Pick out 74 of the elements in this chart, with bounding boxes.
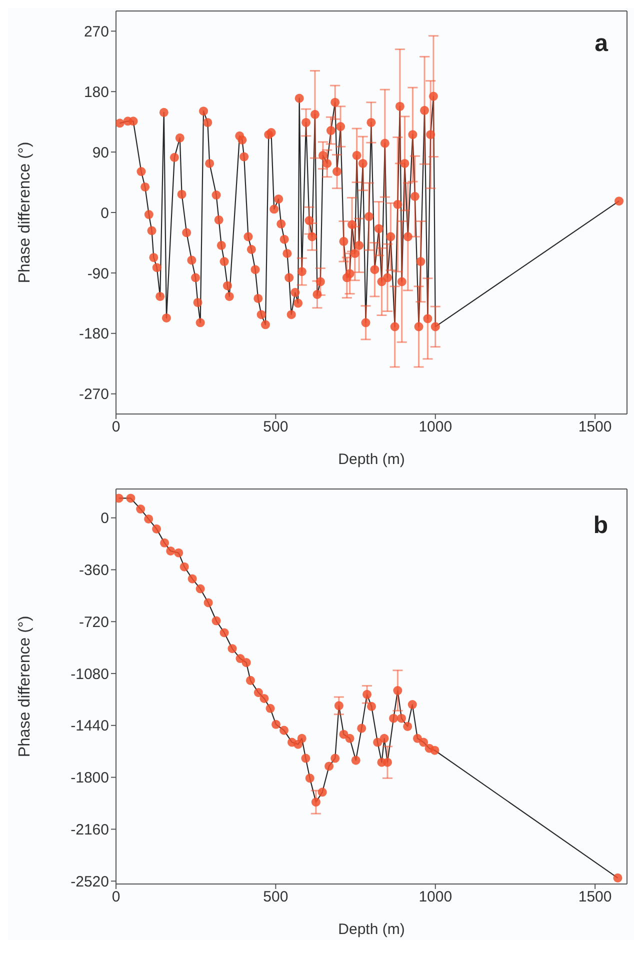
y-tick-label: 90 bbox=[92, 144, 109, 162]
point bbox=[126, 494, 136, 503]
y-tick-label: -1080 bbox=[70, 666, 109, 683]
point bbox=[305, 774, 314, 783]
point bbox=[393, 686, 402, 696]
x-tick-label: 0 bbox=[112, 888, 120, 906]
point bbox=[366, 702, 376, 711]
x-tick-label: 1500 bbox=[578, 418, 612, 436]
point bbox=[228, 644, 237, 654]
point bbox=[254, 688, 263, 698]
point bbox=[419, 738, 428, 747]
point bbox=[430, 746, 440, 755]
x-tick-label: 1500 bbox=[578, 888, 612, 906]
point bbox=[403, 722, 412, 731]
y-tick-label: 270 bbox=[84, 23, 109, 40]
point bbox=[212, 616, 221, 626]
point bbox=[242, 658, 251, 668]
point bbox=[271, 720, 281, 729]
point bbox=[220, 628, 229, 638]
x-tick-label: 0 bbox=[112, 418, 120, 436]
y-tick-label: -270 bbox=[78, 386, 109, 404]
y-tick-label: -180 bbox=[78, 326, 109, 343]
point bbox=[311, 798, 320, 807]
point bbox=[136, 504, 146, 514]
point bbox=[204, 598, 213, 608]
point bbox=[324, 762, 334, 771]
point bbox=[301, 754, 310, 763]
point bbox=[351, 756, 360, 765]
annotation: b bbox=[593, 512, 608, 540]
y-tick-label: 0 bbox=[100, 204, 109, 222]
point bbox=[260, 694, 269, 703]
annotation: a bbox=[594, 30, 608, 58]
point bbox=[160, 538, 170, 548]
point bbox=[345, 734, 354, 743]
x-tick-label: 1000 bbox=[418, 888, 452, 906]
point bbox=[152, 524, 162, 534]
x-axis-title: Depth (m) bbox=[338, 921, 405, 938]
point bbox=[357, 724, 366, 733]
point bbox=[389, 714, 398, 723]
point bbox=[196, 584, 205, 594]
point bbox=[318, 788, 327, 797]
point bbox=[180, 562, 189, 572]
point bbox=[279, 726, 289, 735]
y-tick-label: -2160 bbox=[70, 822, 109, 839]
point bbox=[408, 700, 417, 710]
point bbox=[362, 690, 372, 699]
y-tick-label: -1800 bbox=[70, 770, 109, 787]
point bbox=[380, 734, 389, 743]
y-tick-label: 180 bbox=[84, 84, 109, 101]
point bbox=[166, 546, 176, 556]
y-tick-label: -90 bbox=[87, 265, 109, 282]
y-tick-label: -2520 bbox=[70, 873, 109, 890]
x-axis-title: Depth (m) bbox=[338, 451, 405, 468]
point bbox=[373, 738, 382, 747]
x-tick-label: 1000 bbox=[418, 418, 452, 436]
y-axis-title: Phase difference (°) bbox=[16, 616, 34, 758]
point bbox=[188, 574, 197, 584]
x-tick-label: 500 bbox=[263, 418, 288, 436]
point bbox=[382, 758, 392, 767]
point bbox=[613, 873, 622, 882]
point bbox=[297, 734, 306, 743]
point bbox=[334, 701, 344, 710]
point bbox=[174, 548, 184, 558]
y-axis-title: Phase difference (°) bbox=[16, 142, 34, 284]
y-tick-label: -1440 bbox=[70, 718, 109, 735]
x-tick-label: 500 bbox=[263, 888, 288, 906]
point bbox=[246, 676, 255, 685]
y-tick-label: 0 bbox=[100, 510, 109, 528]
y-tick-label: -720 bbox=[78, 614, 109, 631]
point bbox=[397, 714, 406, 723]
y-tick-label: -360 bbox=[78, 562, 109, 580]
point bbox=[266, 704, 275, 713]
point bbox=[144, 514, 154, 524]
point bbox=[330, 754, 340, 763]
